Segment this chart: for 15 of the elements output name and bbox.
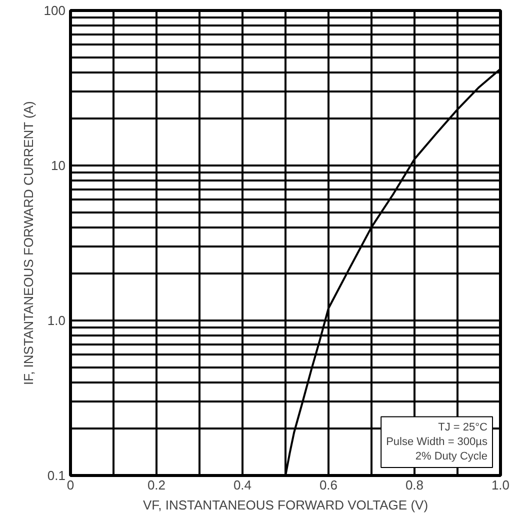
y-tick-label: 100	[44, 3, 66, 18]
x-tick-label: 0.8	[405, 478, 424, 492]
annotation: 2% Duty Cycle	[415, 450, 488, 462]
y-tick-label: 10	[51, 158, 66, 173]
x-tick-label: 0.6	[319, 478, 338, 492]
x-axis-title: VF, INSTANTANEOUS FORWARD VOLTAGE (V)	[142, 498, 428, 512]
x-tick-label: 0	[66, 478, 74, 492]
annotation: Pulse Width = 300µs	[386, 436, 488, 448]
y-axis-title: IF, INSTANTANEOUS FORWARD CURRENT (A)	[20, 101, 36, 386]
y-tick-label: 1.0	[47, 313, 66, 328]
x-tick-label: 0.2	[147, 478, 166, 492]
x-tick-label: 0.4	[233, 478, 252, 492]
annotation: TJ = 25°C	[438, 422, 488, 434]
x-tick-label: 1.0	[491, 478, 510, 492]
y-tick-label: 0.1	[47, 468, 66, 483]
